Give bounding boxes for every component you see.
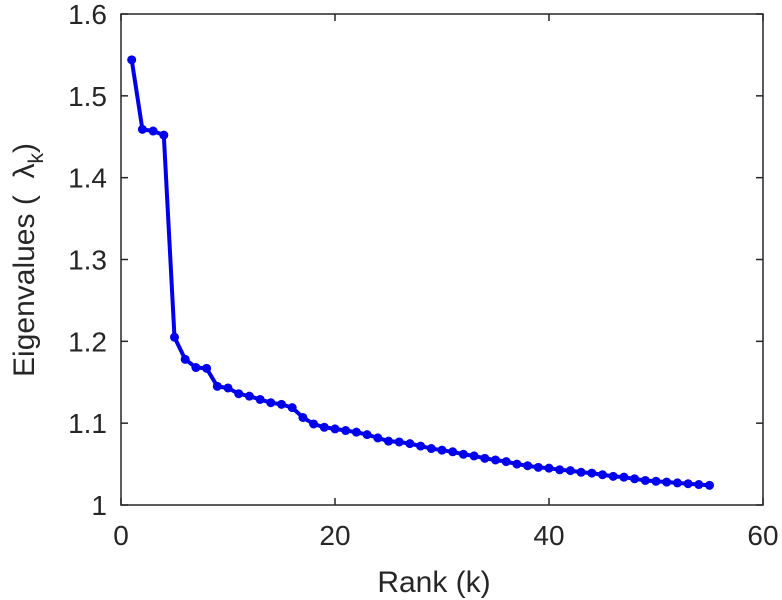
y-tick-label: 1.4 <box>68 163 107 194</box>
y-axis-title-subscript: k <box>25 153 48 164</box>
x-tick-label: 20 <box>319 520 350 551</box>
data-point <box>170 332 179 342</box>
data-point <box>458 449 468 459</box>
data-point <box>683 479 693 489</box>
data-point <box>330 424 340 434</box>
data-point <box>533 462 543 472</box>
data-point <box>373 433 383 443</box>
data-point <box>512 459 522 469</box>
data-point <box>266 398 276 408</box>
plot-area <box>120 13 764 506</box>
data-point <box>180 354 190 364</box>
data-point <box>426 444 436 454</box>
data-point <box>212 381 222 391</box>
data-point <box>555 465 565 475</box>
data-point <box>640 475 650 485</box>
data-point <box>448 447 458 457</box>
y-axis-title-symbol: λ <box>8 164 41 179</box>
data-point <box>298 412 308 422</box>
data-point <box>662 477 672 487</box>
data-point <box>234 389 244 399</box>
data-point <box>694 480 704 490</box>
data-point <box>223 383 233 393</box>
data-point <box>277 399 286 409</box>
data-point <box>608 471 618 481</box>
x-tick-label: 0 <box>113 520 129 551</box>
data-point <box>705 480 714 490</box>
y-tick-label: 1 <box>91 490 107 521</box>
data-point <box>501 457 511 467</box>
y-tick-label: 1.2 <box>68 326 107 357</box>
x-axis-title: Rank (k) <box>377 566 490 599</box>
data-point <box>651 476 661 486</box>
y-axis-ticks: 1 1.1 1.2 1.3 1.4 1.5 1.6 <box>68 0 763 521</box>
data-point <box>362 430 372 440</box>
data-point <box>672 478 682 488</box>
data-point <box>405 439 415 449</box>
y-tick-label: 1.1 <box>68 408 107 439</box>
series-layer <box>127 55 714 490</box>
data-point <box>587 468 597 478</box>
data-point <box>544 463 554 473</box>
y-axis-title: Eigenvalues ( λk) <box>8 143 48 377</box>
data-point <box>630 474 640 484</box>
data-point <box>159 130 169 140</box>
data-point <box>127 55 137 65</box>
data-point <box>191 363 201 373</box>
data-point <box>351 427 361 437</box>
data-point <box>309 419 319 429</box>
series-line <box>129 57 712 488</box>
data-point <box>598 470 607 480</box>
data-point <box>244 391 254 401</box>
data-point <box>619 472 629 482</box>
data-point <box>416 441 426 451</box>
data-point <box>202 363 212 373</box>
data-point <box>137 124 147 134</box>
data-point <box>148 126 158 136</box>
data-point <box>341 426 351 436</box>
data-point <box>384 436 393 446</box>
x-tick-label: 60 <box>747 520 778 551</box>
data-point <box>491 455 500 465</box>
data-point <box>394 437 404 447</box>
data-point <box>565 466 575 476</box>
data-point <box>480 453 490 463</box>
y-axis-title-close: ) <box>8 143 41 153</box>
x-tick-label: 40 <box>533 520 564 551</box>
data-point <box>576 467 586 477</box>
data-point <box>287 403 297 413</box>
y-tick-label: 1.6 <box>68 0 107 30</box>
data-point <box>319 422 329 432</box>
y-tick-label: 1.5 <box>68 81 107 112</box>
data-point <box>523 461 533 471</box>
data-point <box>469 451 479 461</box>
y-axis-title-main: Eigenvalues ( <box>8 179 41 377</box>
data-point <box>255 394 265 404</box>
x-axis-ticks: 0 20 40 60 <box>113 14 779 551</box>
y-tick-label: 1.3 <box>68 245 107 276</box>
data-point <box>437 445 447 455</box>
